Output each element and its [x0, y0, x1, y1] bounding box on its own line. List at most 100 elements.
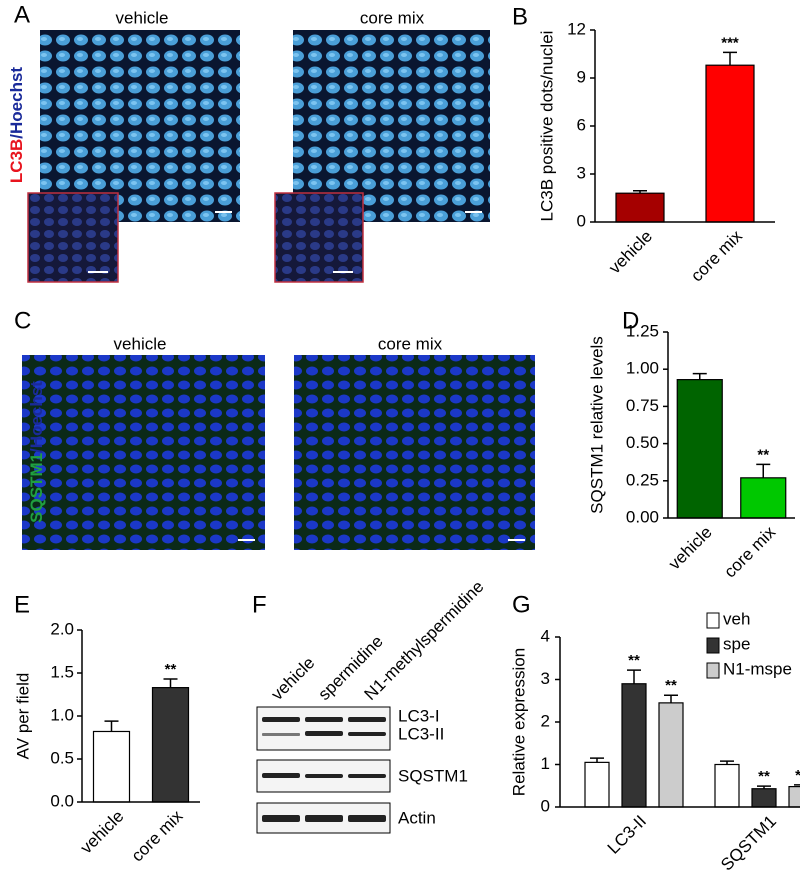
panel-label: A: [14, 1, 30, 28]
error-bar: [692, 372, 707, 380]
error-bar: [720, 760, 734, 765]
bar: [788, 785, 800, 808]
x-tick-label: vehicle: [605, 227, 656, 278]
panel-label: B: [512, 3, 528, 30]
bar: [714, 763, 740, 808]
micrograph: [40, 30, 240, 222]
scale-bars: [88, 211, 482, 273]
x-tick-label: LC3-II: [604, 812, 650, 858]
error-bar: [104, 720, 119, 732]
panel-label: E: [14, 591, 30, 618]
band-label: Actin: [398, 808, 436, 827]
y-tick-label: 1: [541, 754, 550, 773]
panel-label: D: [622, 307, 639, 334]
error-bar: [794, 784, 800, 786]
error-bar: [756, 463, 771, 478]
inset: [274, 192, 364, 283]
inset: [27, 192, 119, 283]
stain-name: SQSTM1: [27, 453, 46, 523]
legend-swatch: [706, 612, 720, 629]
lane-label: vehicle: [268, 653, 319, 704]
legend-label: veh: [723, 609, 750, 628]
error-bar: [723, 51, 737, 66]
y-tick-label: 3: [577, 163, 586, 182]
y-tick-label: 0.0: [50, 791, 74, 810]
panel-label: G: [512, 591, 531, 618]
y-tick-label: 1.5: [50, 662, 74, 681]
x-tick-label: core mix: [720, 522, 779, 581]
y-tick-label: 1.00: [626, 359, 659, 378]
image-label: vehicle: [116, 8, 169, 27]
band-label: LC3-I: [398, 706, 440, 725]
y-tick-label: 0.00: [626, 507, 659, 526]
legend-label: N1-mspe: [723, 659, 792, 678]
y-tick-label: 3: [541, 669, 550, 688]
x-tick-label: vehicle: [665, 523, 716, 574]
y-tick-label: 1.25: [626, 321, 659, 340]
significance: **: [165, 661, 177, 678]
bar: [705, 64, 755, 223]
error-bar: [633, 190, 647, 194]
legend-swatch: [706, 637, 720, 654]
y-tick-label: 0.5: [50, 748, 74, 767]
bar: [584, 761, 610, 808]
y-tick-label: 1.0: [50, 705, 74, 724]
significance: **: [628, 652, 640, 669]
y-tick-label: 9: [577, 67, 586, 86]
y-tick-label: 0: [577, 211, 586, 230]
y-tick-label: 0: [541, 796, 550, 815]
micrograph: [294, 355, 535, 550]
significance: ***: [721, 34, 739, 51]
significance: **: [758, 768, 770, 785]
stain-name: /Hoechst: [7, 67, 26, 139]
band-label: LC3-II: [398, 724, 444, 743]
stain-label: LC3B/Hoechst: [7, 67, 26, 184]
y-tick-label: 6: [577, 115, 586, 134]
y-axis-label: LC3B positive dots/nuclei: [537, 31, 556, 222]
bar: [676, 379, 723, 519]
significance: **: [757, 446, 769, 463]
bar: [621, 683, 647, 808]
error-bar: [590, 757, 604, 763]
x-tick-label: core mix: [128, 806, 187, 865]
significance: **: [665, 677, 677, 694]
x-tick-label: SQSTM1: [717, 812, 780, 875]
y-axis-label: Relative expression: [509, 648, 528, 796]
error-bar: [664, 694, 678, 703]
panel-label: C: [14, 307, 31, 334]
y-tick-label: 0.25: [626, 470, 659, 489]
x-tick-label: core mix: [687, 226, 746, 285]
bar: [151, 687, 190, 803]
legend-label: spe: [723, 634, 750, 653]
bar: [751, 788, 777, 808]
image-label: core mix: [360, 8, 425, 27]
y-axis-label: AV per field: [13, 673, 32, 760]
stain-name: /Hoechst: [27, 381, 46, 453]
significance: **: [795, 767, 800, 784]
band-label: SQSTM1: [398, 766, 468, 785]
y-tick-label: 2.0: [50, 619, 74, 638]
micrograph: [22, 355, 265, 550]
legend-swatch: [706, 662, 720, 679]
y-tick-label: 2: [541, 711, 550, 730]
y-tick-label: 0.75: [626, 396, 659, 415]
y-tick-label: 12: [567, 19, 586, 38]
y-tick-label: 0.50: [626, 433, 659, 452]
panel-label: F: [252, 591, 267, 618]
error-bar: [757, 785, 771, 789]
bar: [615, 192, 665, 223]
image-label: vehicle: [114, 334, 167, 353]
bar: [740, 477, 787, 519]
stain-label: SQSTM1/Hoechst: [27, 381, 46, 523]
y-axis-label: SQSTM1 relative levels: [587, 336, 606, 514]
y-tick-label: 4: [541, 626, 550, 645]
micrograph: [293, 30, 490, 222]
image-label: core mix: [378, 334, 443, 353]
western-blot: [256, 706, 391, 834]
x-tick-label: vehicle: [77, 807, 128, 858]
error-bar: [163, 678, 178, 688]
bar: [92, 730, 131, 803]
bar: [658, 702, 684, 808]
error-bar: [627, 669, 641, 684]
